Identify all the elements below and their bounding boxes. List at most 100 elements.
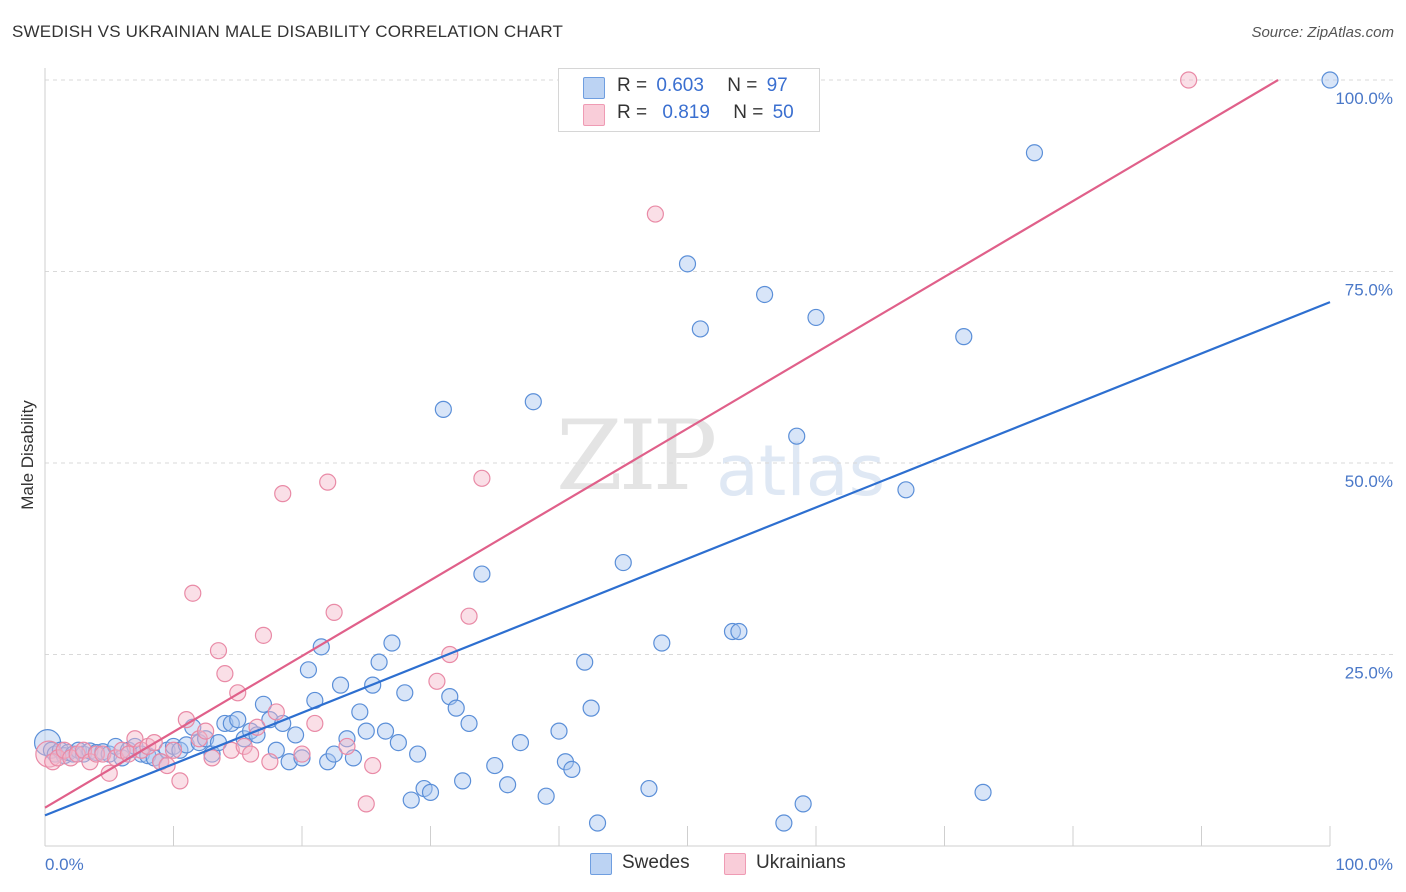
swedes-point — [807, 308, 825, 327]
ukrainians-r-label: R = — [617, 102, 648, 123]
ukrainians-point — [306, 714, 324, 733]
swedes-point — [216, 714, 234, 733]
swedes-point — [357, 722, 375, 740]
ukrainians-r-value: 0.819 — [662, 102, 710, 123]
ukrainians-bottom-swatch — [724, 853, 746, 875]
swedes-point — [486, 756, 504, 775]
swedes-trend-line — [44, 301, 1331, 817]
swedes-point — [576, 653, 594, 671]
swedes-point — [794, 795, 812, 813]
swedes-point — [286, 726, 305, 744]
swedes-r-label: R = — [617, 75, 648, 96]
ukrainians-point — [646, 205, 664, 223]
swedes-point — [691, 320, 709, 338]
ukrainians-point — [197, 722, 215, 740]
swedes-point — [376, 722, 395, 740]
swedes-point — [325, 745, 343, 763]
swedes-point — [383, 634, 401, 652]
swedes-point — [550, 722, 568, 740]
swedes-point — [473, 565, 491, 583]
swedes-point — [499, 776, 517, 794]
swedes-point — [454, 772, 472, 790]
ukrainians-point — [87, 745, 106, 763]
ukrainians-point — [171, 772, 189, 790]
ukrainians-point — [325, 603, 343, 621]
swedes-point — [588, 814, 607, 832]
x-tick-label-1: 100.0% — [1335, 855, 1393, 874]
axes — [44, 68, 1331, 847]
swedes-point — [351, 703, 369, 721]
y-tick-label-2: 75.0% — [1345, 281, 1393, 300]
correlation-legend: R = 0.603 N = 97 R = 0.819 N = 50 — [558, 68, 820, 132]
ukrainians-point — [473, 469, 491, 487]
swedes-point — [421, 783, 440, 801]
ukrainians-point — [242, 745, 260, 763]
swedes-point — [280, 753, 298, 771]
swedes-point — [370, 653, 388, 671]
swedes-point — [755, 285, 774, 304]
swedes-point — [730, 622, 748, 641]
ukrainians-swatch — [583, 104, 605, 126]
swedes-bottom-swatch — [590, 853, 612, 875]
ukrainians-point — [428, 672, 446, 690]
swedes-point — [434, 400, 452, 418]
ukrainians-point — [254, 626, 273, 644]
ukrainians-point — [164, 741, 183, 759]
ukrainians-point — [261, 753, 279, 771]
y-tick-label-3: 100.0% — [1335, 89, 1393, 108]
ukrainians-point — [203, 749, 221, 767]
swedes-bottom-label: Swedes — [622, 852, 690, 873]
swedes-point — [1321, 71, 1339, 89]
swedes-point — [955, 328, 973, 346]
swedes-points — [33, 71, 1339, 832]
swedes-point — [897, 481, 915, 499]
swedes-point — [511, 733, 530, 752]
swedes-point — [582, 699, 600, 717]
ukrainians-point — [267, 703, 285, 721]
chart-title: SWEDISH VS UKRAINIAN MALE DISABILITY COR… — [12, 22, 564, 41]
ukrainians-n-value: 50 — [772, 102, 794, 123]
swedes-point — [524, 393, 542, 411]
ukrainians-point — [184, 584, 202, 602]
swedes-point — [653, 634, 671, 652]
swedes-point — [396, 684, 414, 702]
trend-lines — [44, 79, 1331, 817]
swedes-point — [537, 787, 555, 805]
swedes-point — [254, 695, 273, 713]
watermark-zip: ZIP — [556, 400, 717, 512]
ukrainians-point — [293, 745, 311, 763]
swedes-r-value: 0.603 — [656, 75, 704, 96]
swedes-point — [974, 783, 992, 801]
ukrainians-point — [357, 795, 375, 813]
ukrainians-trend-line — [44, 79, 1279, 809]
swedes-point — [640, 779, 658, 798]
ukrainians-point — [1180, 71, 1198, 89]
ukrainians-point — [364, 756, 382, 775]
swedes-point — [402, 791, 420, 809]
swedes-point — [678, 255, 697, 273]
x-tick-label-0: 0.0% — [45, 855, 84, 874]
swedes-legend-row: R = 0.603 N = 97 — [617, 75, 788, 97]
ukrainians-point — [216, 665, 234, 683]
ukrainians-legend-row: R = 0.819 N = 50 — [617, 102, 794, 124]
swedes-point — [1025, 144, 1044, 162]
swedes-point — [389, 733, 407, 752]
ukrainians-point — [222, 741, 240, 759]
source-note: Source: ZipAtlas.com — [1251, 24, 1394, 41]
ukrainians-point — [209, 642, 228, 660]
swedes-point — [299, 661, 318, 679]
ukrainians-points — [35, 71, 1198, 813]
swedes-point — [331, 676, 350, 694]
ukrainians-point — [319, 473, 337, 491]
swedes-point — [723, 622, 742, 641]
ukrainians-point — [94, 745, 112, 763]
ukrainians-point — [338, 737, 356, 756]
swedes-point — [447, 699, 465, 717]
tick-labels: 25.0% 50.0% 75.0% 100.0% 0.0% 100.0% — [45, 89, 1393, 874]
gridlines — [45, 79, 1395, 655]
swedes-n-label: N = — [727, 75, 758, 96]
swedes-point — [775, 814, 793, 832]
swedes-point — [293, 749, 311, 767]
swedes-swatch — [583, 77, 605, 99]
